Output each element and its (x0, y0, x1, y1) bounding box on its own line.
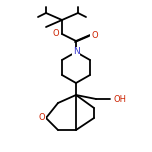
Text: N: N (73, 47, 79, 57)
Text: OH: OH (113, 95, 126, 104)
Text: O: O (38, 114, 45, 123)
Text: O: O (52, 29, 59, 38)
Text: O: O (91, 31, 98, 40)
